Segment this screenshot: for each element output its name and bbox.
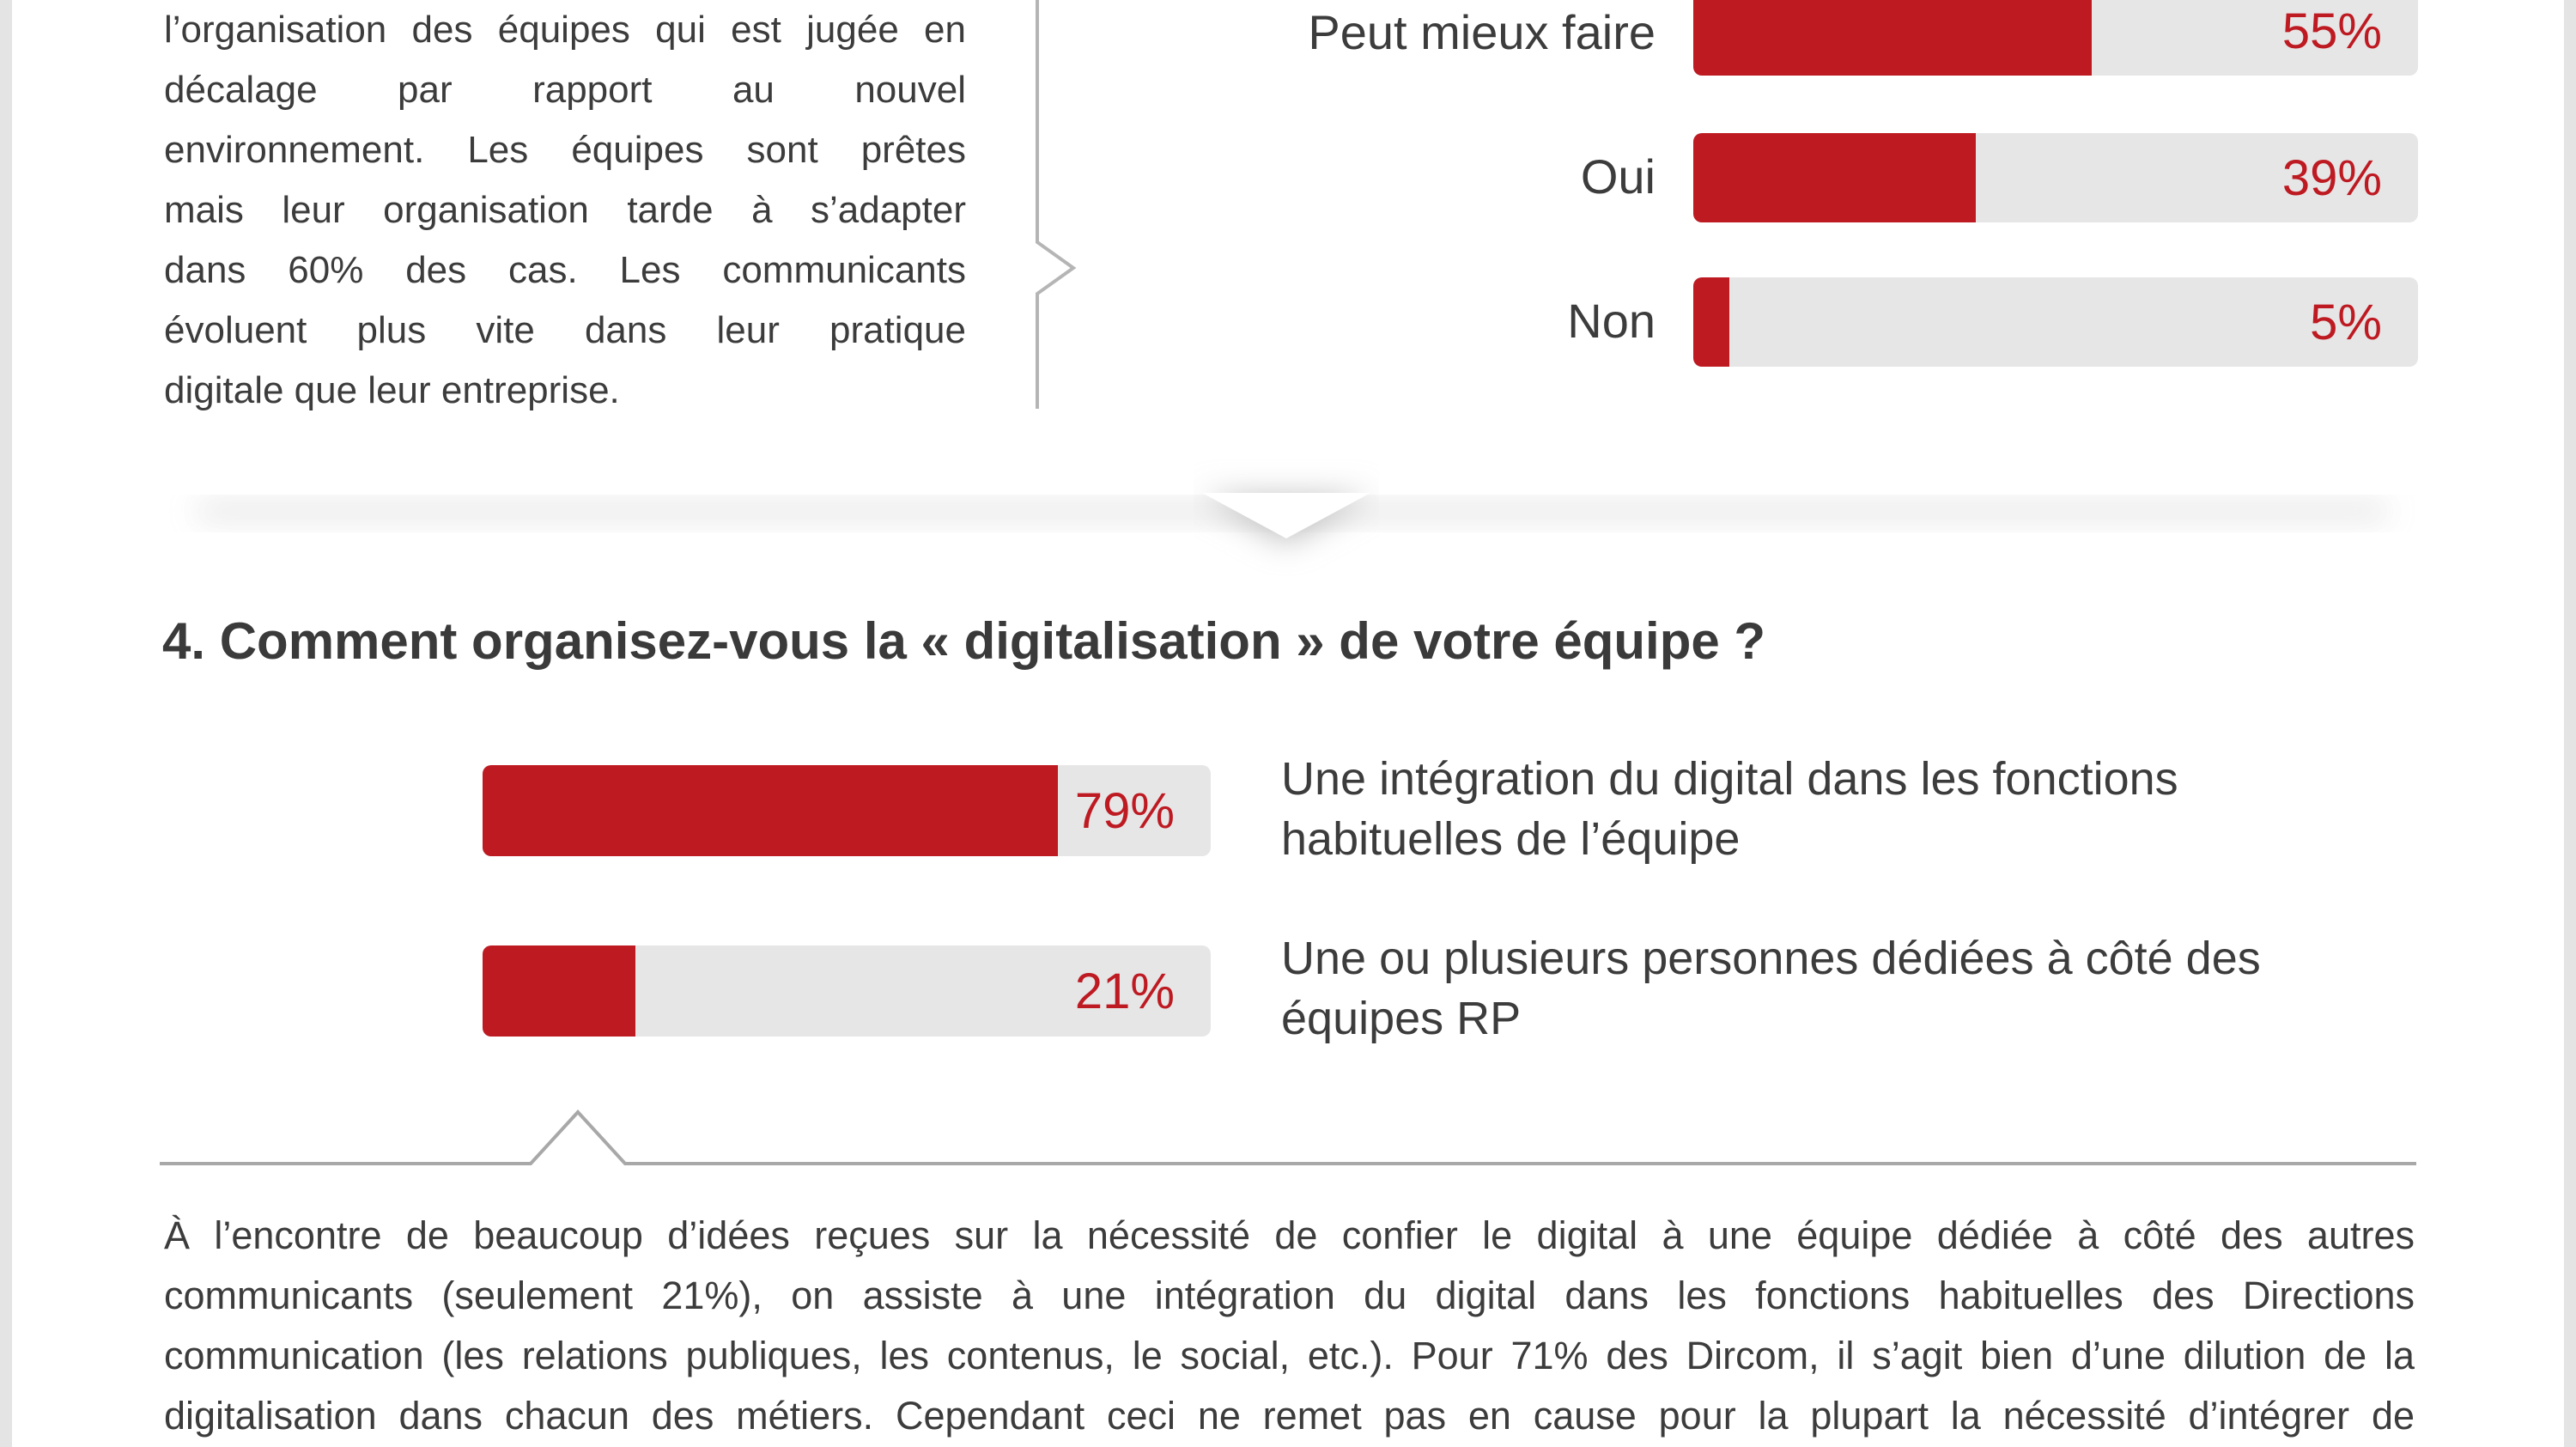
page-left-margin [0, 0, 12, 1447]
text-line: dans 60% des cas. Les communicants [164, 249, 966, 291]
q3-bar-oui: 39% [1693, 133, 2418, 222]
q3-label-oui: Oui [1580, 149, 1656, 204]
bar-value: 79% [1074, 782, 1175, 839]
bar-value: 21% [1074, 963, 1175, 1019]
bar-fill [483, 945, 636, 1037]
text-line: décalage par rapport au nouvel [164, 69, 966, 111]
bar-value: 5% [2310, 294, 2382, 350]
panel-pointer [1202, 493, 1370, 538]
section-divider [160, 1110, 2416, 1165]
text-line: évoluent plus vite dans leur pratique [164, 309, 966, 351]
text-line: À l’encontre de beaucoup d’idées reçues … [164, 1213, 2415, 1257]
bar-fill [483, 765, 1058, 856]
q4-bar-dedicated: 21% [483, 945, 1211, 1037]
q3-label-peut-mieux-faire: Peut mieux faire [1308, 5, 1656, 59]
q3-label-non: Non [1567, 294, 1656, 348]
q4-bar-integration: 79% [483, 765, 1211, 856]
text-line: environnement. Les équipes sont prêtes [164, 129, 966, 171]
q4-label-integration: Une intégration du digital dans les fonc… [1281, 753, 2178, 865]
q4-label-dedicated: Une ou plusieurs personnes dédiées à côt… [1281, 933, 2261, 1044]
bar-value: 39% [2281, 149, 2382, 206]
page-right-margin [2564, 0, 2576, 1447]
bar-value: 55% [2281, 3, 2382, 59]
question-4-title: 4. Comment organisez-vous la « digitalis… [162, 612, 1766, 670]
text-line: digitale que leur entreprise. [164, 369, 620, 411]
bar-fill [1693, 133, 1977, 222]
text-line: communication (les relations publiques, … [164, 1334, 2415, 1377]
text-line: l’organisation des équipes qui est jugée… [164, 9, 966, 51]
callout-bracket-line [1036, 0, 1077, 409]
bar-fill [1693, 0, 2093, 76]
q3-bar-non: 5% [1693, 277, 2418, 367]
panel-bottom [129, 412, 2447, 495]
bar-fill [1693, 277, 1730, 367]
text-line: mais leur organisation tarde à s’adapter [164, 189, 966, 231]
text-line: digitalisation dans chacun des métiers. … [164, 1394, 2415, 1438]
q3-bar-peut-mieux-faire: 55% [1693, 0, 2418, 76]
text-line: communicants (seulement 21%), on assiste… [164, 1274, 2415, 1317]
